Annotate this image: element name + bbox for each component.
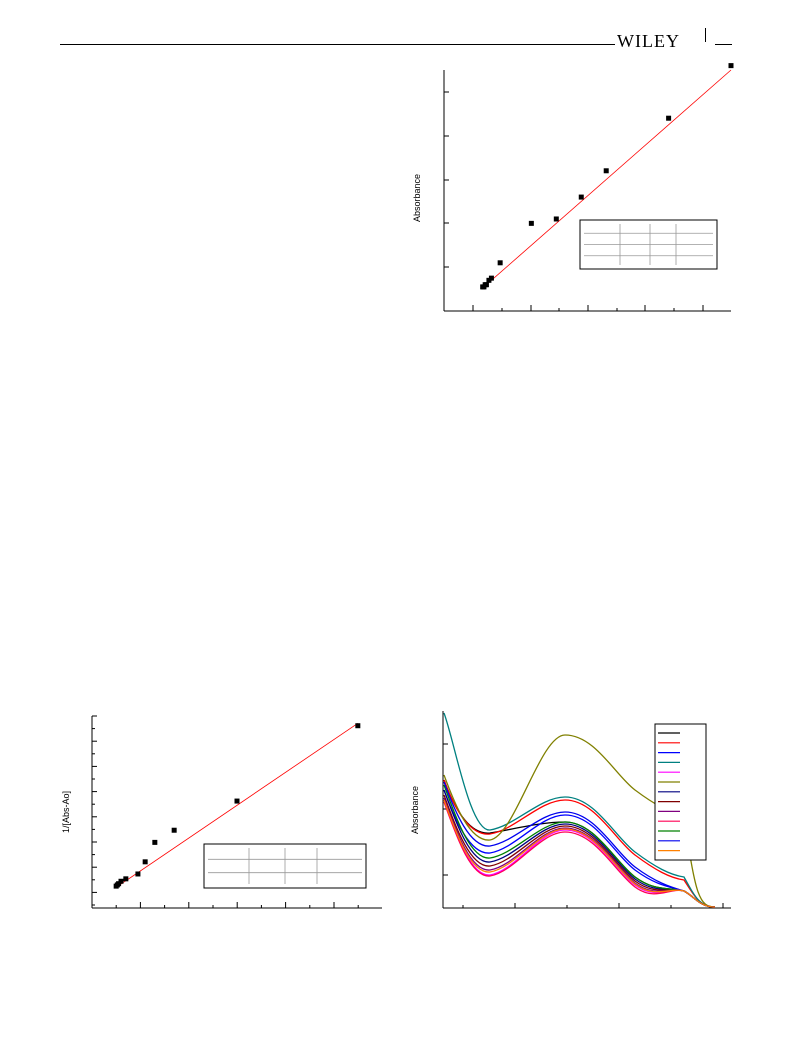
- header-rule-right: [715, 44, 732, 45]
- data-point: [578, 194, 584, 200]
- y-axis-label: Absorbance: [410, 786, 420, 834]
- data-point: [142, 859, 148, 865]
- data-point: [118, 878, 124, 884]
- publisher-logo: WILEY: [617, 31, 680, 51]
- data-point: [152, 839, 158, 845]
- header-rule: [60, 44, 615, 45]
- spectrum-line: [443, 712, 716, 908]
- data-point: [171, 827, 177, 833]
- spectrum-line: [443, 799, 716, 908]
- data-point: [553, 216, 559, 222]
- data-point: [135, 871, 141, 877]
- data-point: [123, 876, 129, 882]
- data-point: [488, 275, 494, 281]
- header-tick: [705, 28, 706, 42]
- data-point: [234, 798, 240, 804]
- data-point: [666, 115, 672, 121]
- y-axis-label: 1/[Abs-Ao]: [61, 791, 71, 833]
- data-point: [483, 282, 489, 288]
- chart-inverse-absorbance: 1/[Abs-Ao]: [61, 715, 382, 909]
- spectrum-line: [443, 779, 716, 908]
- data-point: [497, 260, 503, 266]
- chart-absorbance-linear: Absorbance: [412, 63, 734, 312]
- data-point: [355, 723, 361, 729]
- fit-line: [115, 722, 359, 888]
- data-point: [728, 63, 734, 69]
- data-point: [528, 220, 534, 226]
- fit-line: [481, 69, 732, 290]
- chart-absorbance-spectra: Absorbance: [410, 711, 731, 909]
- y-axis-label: Absorbance: [412, 174, 422, 222]
- data-point: [603, 168, 609, 174]
